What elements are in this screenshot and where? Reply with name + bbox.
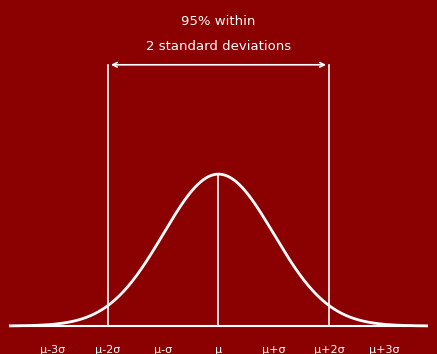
- Text: μ+σ: μ+σ: [262, 345, 285, 354]
- Text: μ+2σ: μ+2σ: [314, 345, 344, 354]
- Text: μ+3σ: μ+3σ: [369, 345, 399, 354]
- Text: μ-3σ: μ-3σ: [40, 345, 66, 354]
- Text: μ-2σ: μ-2σ: [95, 345, 121, 354]
- Text: μ-σ: μ-σ: [154, 345, 172, 354]
- Text: μ: μ: [215, 345, 222, 354]
- Text: 95% within: 95% within: [181, 15, 256, 28]
- Text: 2 standard deviations: 2 standard deviations: [146, 40, 291, 53]
